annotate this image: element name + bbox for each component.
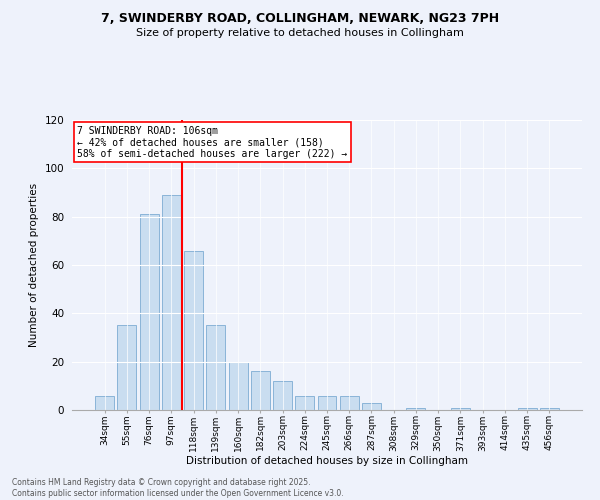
Bar (362, 403, 381, 410)
Bar (184, 250, 203, 410)
Text: Size of property relative to detached houses in Collingham: Size of property relative to detached ho… (136, 28, 464, 38)
Bar (206, 326, 225, 410)
Bar (317, 396, 337, 410)
Bar (273, 381, 292, 410)
X-axis label: Distribution of detached houses by size in Collingham: Distribution of detached houses by size … (186, 456, 468, 466)
Bar (118, 326, 136, 410)
Text: Contains HM Land Registry data © Crown copyright and database right 2025.
Contai: Contains HM Land Registry data © Crown c… (12, 478, 344, 498)
Bar (229, 362, 248, 410)
Bar (251, 372, 270, 410)
Bar (406, 408, 425, 410)
Y-axis label: Number of detached properties: Number of detached properties (29, 183, 39, 347)
Bar (95, 396, 114, 410)
Text: 7 SWINDERBY ROAD: 106sqm
← 42% of detached houses are smaller (158)
58% of semi-: 7 SWINDERBY ROAD: 106sqm ← 42% of detach… (77, 126, 347, 159)
Bar (162, 195, 181, 410)
Bar (295, 396, 314, 410)
Bar (340, 396, 359, 410)
Bar (451, 408, 470, 410)
Bar (540, 408, 559, 410)
Bar (140, 214, 158, 410)
Bar (518, 408, 536, 410)
Text: 7, SWINDERBY ROAD, COLLINGHAM, NEWARK, NG23 7PH: 7, SWINDERBY ROAD, COLLINGHAM, NEWARK, N… (101, 12, 499, 26)
